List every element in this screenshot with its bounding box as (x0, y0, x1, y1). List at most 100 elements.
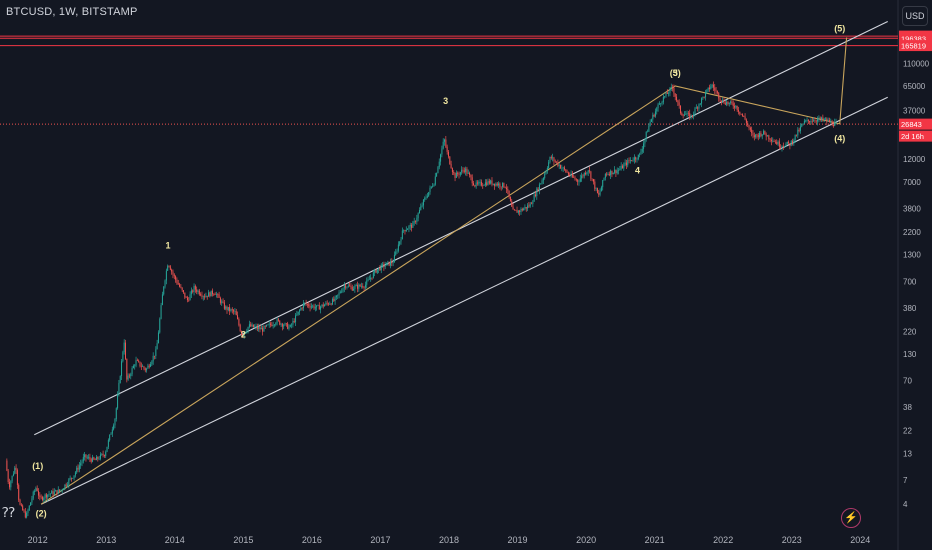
candle-body (117, 394, 119, 409)
candle-body (150, 364, 152, 367)
candle-body (596, 188, 598, 194)
y-tick-label: 65000 (903, 82, 926, 91)
candle-body (221, 301, 223, 303)
y-tick-label: 2200 (903, 228, 921, 237)
candle-body (246, 330, 248, 333)
candle-body (541, 180, 543, 184)
candle-body (366, 280, 368, 285)
candle-body (500, 186, 502, 188)
candle-body (461, 169, 463, 173)
candle-body (107, 440, 109, 447)
candle-body (212, 290, 214, 295)
candle-body (620, 165, 622, 170)
candle-body (405, 229, 407, 232)
candle-body (247, 326, 249, 331)
candle-body (412, 222, 414, 228)
candle-body (471, 177, 473, 184)
wave-label[interactable]: (1) (32, 461, 43, 471)
candle-body (97, 456, 99, 459)
drawing-tool-icon[interactable]: ⁇ (2, 504, 15, 520)
candle-body (532, 201, 534, 204)
candle-body (759, 132, 761, 137)
candle-body (177, 283, 179, 285)
candle-body (537, 188, 539, 191)
candle-body (218, 294, 220, 298)
candle-body (633, 157, 635, 161)
candle-body (442, 141, 444, 149)
wave-label[interactable]: (3) (670, 68, 681, 78)
candle-body (19, 499, 21, 505)
candle-body (275, 323, 277, 325)
candle-body (515, 210, 517, 211)
currency-button[interactable]: USD (902, 6, 928, 26)
candle-body (677, 100, 679, 103)
candle-body (453, 171, 455, 174)
wave-label[interactable]: 5 (673, 68, 678, 78)
candle-body (494, 183, 496, 186)
candle-body (790, 141, 792, 146)
candle-body (573, 176, 575, 178)
candle-body (88, 457, 90, 458)
candle-body (159, 318, 161, 333)
x-tick-label: 2017 (370, 535, 390, 545)
candle-body (540, 183, 542, 185)
candle-body (695, 107, 697, 109)
symbol-title[interactable]: BTCUSD, 1W, BITSTAMP (6, 6, 138, 18)
candle-body (12, 473, 14, 476)
candle-body (296, 314, 298, 316)
candle-body (558, 165, 560, 166)
candle-body (674, 93, 676, 97)
candle-body (548, 162, 550, 169)
lightning-icon[interactable]: ⚡ (841, 508, 861, 528)
candle-body (276, 319, 278, 324)
candle-body (621, 165, 623, 169)
candle-body (40, 496, 42, 498)
candle-body (326, 302, 328, 304)
wave-label[interactable]: 1 (165, 241, 170, 251)
wave-label[interactable]: 4 (635, 166, 640, 176)
candle-body (279, 320, 281, 325)
candle-body (422, 199, 424, 206)
candle-body (386, 262, 388, 266)
candle-body (413, 221, 415, 223)
candle-body (14, 467, 16, 474)
candle-body (641, 148, 643, 152)
candle-body (244, 332, 246, 334)
candle-body (512, 206, 514, 210)
candle-body (415, 221, 417, 222)
x-tick-label: 2016 (302, 535, 322, 545)
channel-upper-line[interactable] (34, 20, 888, 436)
candle-body (636, 159, 638, 160)
candle-body (770, 139, 772, 142)
channel-lower-line[interactable] (40, 96, 888, 505)
candle-body (773, 140, 775, 142)
candle-body (86, 457, 88, 459)
wave-label[interactable]: (5) (834, 23, 845, 33)
candle-body (379, 267, 381, 271)
wave-label[interactable]: 2 (241, 330, 246, 340)
candle-body (408, 226, 410, 229)
elliott-wave-path[interactable] (40, 37, 848, 505)
wave-label[interactable]: (4) (834, 133, 845, 143)
candle-body (478, 182, 480, 184)
candle-body (251, 324, 253, 327)
wave-label[interactable]: (2) (36, 509, 47, 519)
wave-label[interactable]: 3 (443, 96, 448, 106)
candle-body (689, 113, 691, 119)
candle-body (793, 139, 795, 144)
candle-body (687, 112, 689, 114)
candle-body (184, 292, 186, 298)
candle-body (322, 304, 324, 307)
candle-body (827, 119, 829, 122)
candle-body (110, 433, 112, 435)
candle-body (329, 303, 331, 305)
candle-body (714, 87, 716, 91)
candle-body (690, 115, 692, 119)
candle-body (749, 128, 751, 130)
candle-body (334, 297, 336, 301)
candle-body (92, 457, 94, 462)
candle-body (545, 171, 547, 174)
candle-body (542, 178, 544, 181)
